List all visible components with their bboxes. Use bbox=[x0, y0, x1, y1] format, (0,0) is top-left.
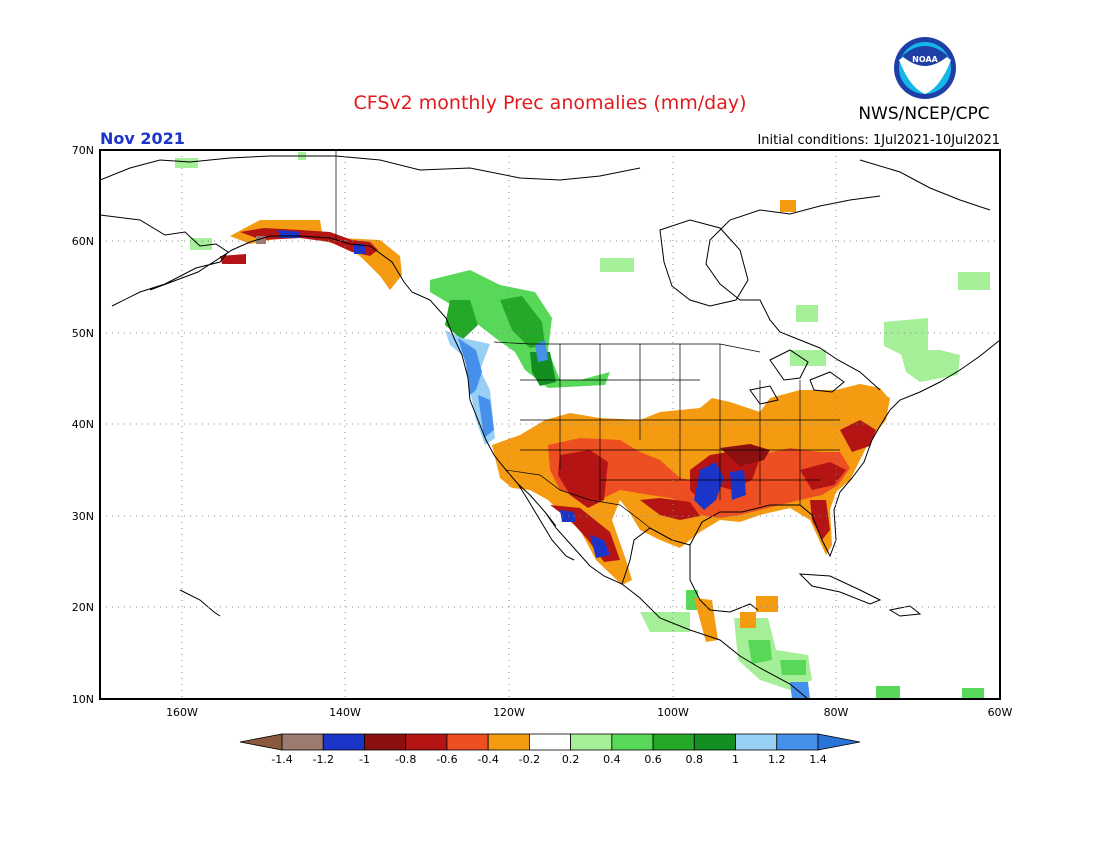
map-title: CFSv2 monthly Prec anomalies (mm/day) bbox=[353, 92, 746, 114]
colorbar-swatch bbox=[528, 733, 572, 751]
colorbar-swatch bbox=[281, 733, 324, 751]
colorbar-tick-label: 1 bbox=[732, 753, 739, 766]
month-label: Nov 2021 bbox=[100, 129, 185, 148]
latitude-label: 50N bbox=[72, 327, 94, 340]
latitude-label: 20N bbox=[72, 601, 94, 614]
colorbar-swatch bbox=[776, 733, 819, 751]
colorbar-tick-label: -0.6 bbox=[436, 753, 457, 766]
colorbar-tick-label: -1.4 bbox=[271, 753, 292, 766]
colorbar-tick-label: -0.8 bbox=[395, 753, 416, 766]
colorbar-swatch bbox=[239, 733, 283, 751]
colorbar-swatch bbox=[735, 733, 778, 751]
colorbar-swatch bbox=[405, 733, 448, 751]
colorbar-tick-label: 1.2 bbox=[768, 753, 786, 766]
longitude-label: 160W bbox=[166, 706, 198, 719]
colorbar-legend: -1.4 -1.2 -1 -0.8 -0.6 -0.4 -0.2 0.2 0.4 0.6 0.8 1 1… bbox=[239, 733, 861, 766]
anomaly-shading bbox=[175, 152, 990, 699]
latitude-label: 40N bbox=[72, 418, 94, 431]
longitude-label: 100W bbox=[657, 706, 689, 719]
graticule bbox=[100, 150, 1000, 699]
longitude-labels: 160W 140W 120W 100W 80W 60W bbox=[166, 706, 1012, 719]
colorbar-tick-label: -0.4 bbox=[477, 753, 498, 766]
colorbar-tick-label: -1 bbox=[359, 753, 370, 766]
colorbar-tick-label: -0.2 bbox=[519, 753, 540, 766]
colorbar-tick-label: 0.8 bbox=[686, 753, 704, 766]
political-borders bbox=[335, 150, 840, 529]
colorbar-swatch bbox=[652, 733, 695, 751]
colorbar-swatch bbox=[364, 733, 407, 751]
longitude-label: 80W bbox=[824, 706, 849, 719]
colorbar-swatch bbox=[693, 733, 736, 751]
colorbar-swatch bbox=[446, 733, 489, 751]
longitude-label: 140W bbox=[329, 706, 361, 719]
colorbar-tick-label: 1.4 bbox=[809, 753, 827, 766]
latitude-label: 10N bbox=[72, 693, 94, 706]
longitude-label: 60W bbox=[988, 706, 1013, 719]
colorbar-swatch bbox=[570, 733, 613, 751]
map-frame bbox=[99, 149, 1001, 700]
initial-conditions-label: Initial conditions: 1Jul2021-10Jul2021 bbox=[757, 133, 1000, 148]
latitude-labels: 70N 60N 50N 40N 30N 20N 10N bbox=[72, 144, 94, 706]
latitude-label: 70N bbox=[72, 144, 94, 157]
coastlines bbox=[100, 155, 1000, 699]
colorbar-tick-label: -1.2 bbox=[312, 753, 333, 766]
longitude-label: 120W bbox=[493, 706, 525, 719]
colorbar-swatch bbox=[611, 733, 654, 751]
colorbar-tick-label: 0.6 bbox=[644, 753, 662, 766]
svg-text:NOAA: NOAA bbox=[912, 55, 938, 64]
agency-label: NWS/NCEP/CPC bbox=[858, 104, 989, 124]
colorbar-swatch bbox=[487, 733, 530, 751]
noaa-logo: NOAA bbox=[894, 37, 956, 99]
colorbar-tick-label: 0.2 bbox=[562, 753, 580, 766]
latitude-label: 30N bbox=[72, 510, 94, 523]
colorbar-tick-label: 0.4 bbox=[603, 753, 621, 766]
colorbar-swatch bbox=[817, 733, 861, 751]
latitude-label: 60N bbox=[72, 235, 94, 248]
colorbar-swatch bbox=[322, 733, 365, 751]
